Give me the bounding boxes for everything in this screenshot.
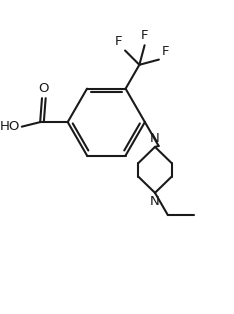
Text: HO: HO bbox=[0, 120, 20, 133]
Text: O: O bbox=[39, 82, 49, 95]
Text: N: N bbox=[150, 195, 160, 208]
Text: F: F bbox=[162, 45, 169, 58]
Text: F: F bbox=[115, 35, 122, 48]
Text: F: F bbox=[141, 29, 148, 42]
Text: N: N bbox=[150, 132, 160, 145]
